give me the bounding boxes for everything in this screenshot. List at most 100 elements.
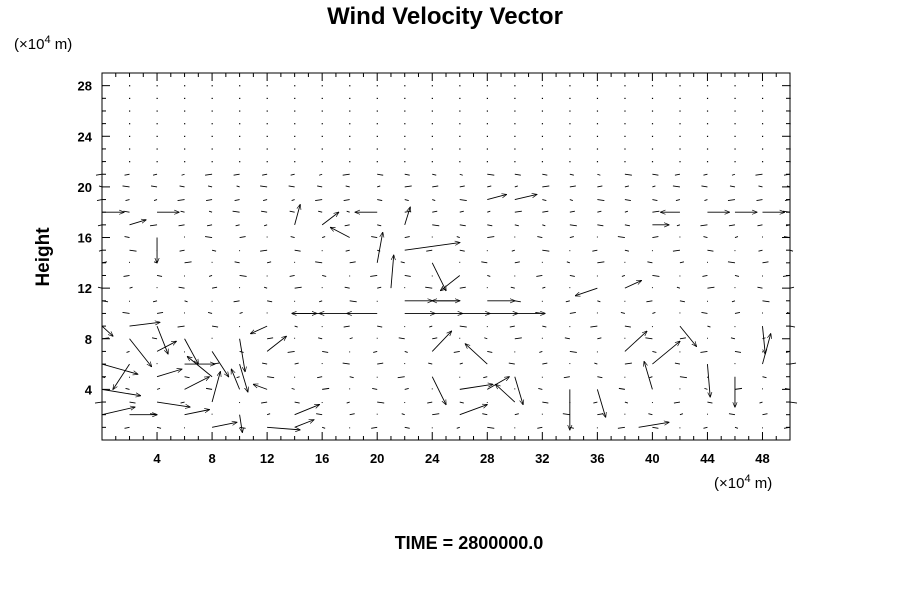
vector-dot [129,110,131,112]
vector-arrow-small [207,312,213,314]
vector-dot [156,85,158,87]
vector-dot [184,97,186,100]
vector-arrow-small [315,199,323,201]
vector-arrow-small [151,337,158,340]
vector-dot [541,148,544,150]
vector-arrow-small [322,426,326,429]
vector-dot [156,161,158,163]
vector-dot [459,123,461,125]
vector-dot [789,135,791,137]
vector-arrow-small [624,210,629,213]
vector-arrow-small [621,275,626,277]
vector-dot [404,148,406,150]
vector-arrow-small [487,426,495,429]
vector-arrow-small [319,300,323,303]
vector-arrow-small [377,325,383,328]
vector-arrow-small [730,337,736,340]
vector-arrow-small [122,185,130,188]
vector-dot [101,148,103,150]
vector-dot [569,148,571,150]
vector-arrow [239,414,243,433]
vector-arrow-small [703,236,708,238]
vector-dot [266,110,268,112]
vector-arrow-small [261,401,268,404]
vector-arrow [376,232,383,263]
vector-arrow-small [404,199,409,201]
vector-arrow-small [569,185,576,188]
vector-dot [514,85,516,87]
vector-arrow-small [404,185,412,188]
vector-arrow [321,212,339,226]
vector-dot [789,110,791,112]
vector-arrow-small [346,401,350,404]
vector-dot [596,161,599,163]
vector-arrow-small [239,236,246,238]
vector-arrow-small [539,350,543,353]
vector-arrow-small [123,275,130,277]
vector-arrow [440,275,461,290]
vector-arrow [294,405,320,416]
vector-arrow-small [342,362,350,365]
vector-arrow-small [404,426,410,429]
vector-dot [651,161,654,163]
vector-dot [679,161,681,163]
vector-arrow-small [371,426,378,429]
vector-arrow-small [676,224,681,227]
vector-arrow-small [510,286,515,289]
vector-arrow [496,384,516,403]
vector-arrow-small [762,261,769,264]
vector-dot [734,135,736,137]
vector-arrow-small [487,224,493,227]
vector-arrow-small [542,210,549,213]
vector-arrow-small [597,337,602,340]
vector-arrow-small [377,199,383,201]
vector-dot [706,148,709,150]
vector-arrow-small [318,210,323,213]
vector-arrow-small [487,210,491,213]
vector-dot [459,97,461,100]
vector-arrow-small [404,173,410,176]
vector-arrow-small [514,185,518,188]
vector-arrow-small [514,337,522,340]
vector-arrow-small [346,210,350,213]
vector-arrow-small [263,224,268,227]
vector-dot [706,85,709,87]
vector-arrow-small [129,401,136,404]
vector-arrow-small [734,426,739,429]
vector-arrow [211,351,229,376]
vector-arrow-small [672,185,680,188]
vector-arrow [129,220,147,226]
vector-dot [569,161,571,163]
vector-dot [789,148,791,150]
vector-arrow-small [624,362,632,365]
vector-arrow-small [597,173,601,176]
vector-dot [431,110,433,112]
vector-arrow-small [785,350,791,353]
vector-arrow-small [294,249,301,252]
vector-arrow-small [373,350,378,353]
vector-dot [349,148,351,150]
vector-dot [404,123,406,125]
vector-arrow-small [97,286,103,289]
y-axis-unit: (×104 m) [14,34,72,53]
vector-arrow-small [597,210,602,213]
vector-arrow-small [563,376,570,379]
vector-arrow [211,422,237,428]
vector-dot [514,97,516,100]
vector-dot [321,148,323,150]
vector-arrow-small [784,387,791,390]
vector-arrow-small [597,300,601,303]
vector-arrow-small [569,350,577,353]
vector-arrow-small [101,337,110,340]
vector-dot [734,161,736,163]
vector-arrow-small [212,325,219,328]
vector-dot [349,123,351,125]
vector-arrow-small [149,224,158,227]
vector-arrow [187,356,213,378]
vector-dot [624,148,626,150]
vector-dot [514,110,516,112]
vector-dot [129,135,131,137]
vector-dot [294,85,296,87]
vector-arrow-small [179,249,185,252]
